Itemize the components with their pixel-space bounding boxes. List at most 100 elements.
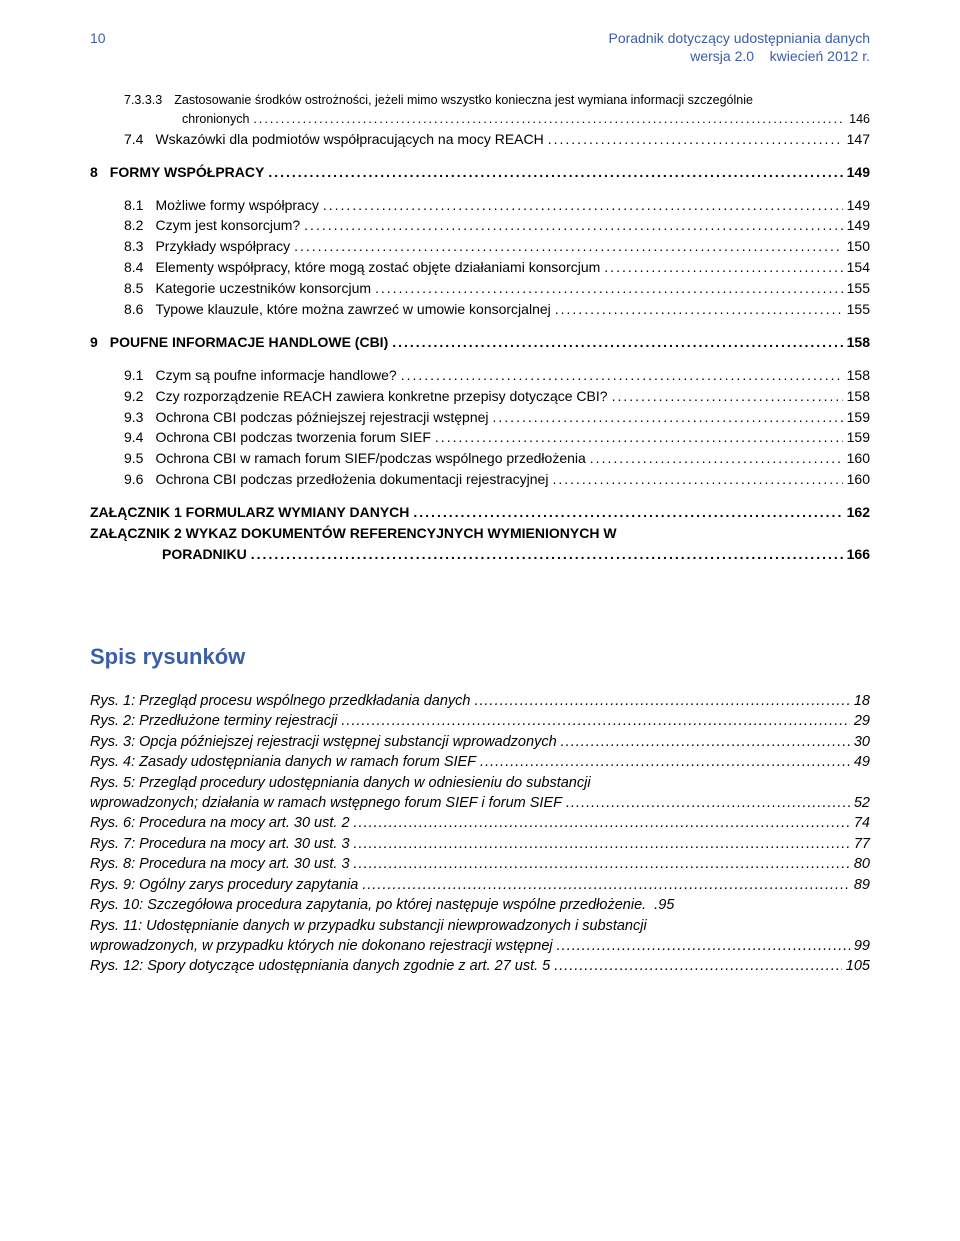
toc-number: 9.1 [90, 366, 155, 385]
toc-entry: 8FORMY WSPÓŁPRACY 149 [90, 163, 870, 182]
table-of-contents: 7.3.3.3Zastosowanie środków ostrożności,… [90, 92, 870, 564]
toc-label: Czym jest konsorcjum? [155, 216, 304, 235]
figure-entry: Rys. 12: Spory dotyczące udostępniania d… [90, 957, 870, 977]
figure-entry: Rys. 10: Szczegółowa procedura zapytania… [90, 896, 870, 916]
toc-entry: 8.6Typowe klauzule, które można zawrzeć … [90, 300, 870, 319]
toc-entry: 9.3Ochrona CBI podczas późniejszej rejes… [90, 408, 870, 427]
toc-page: 149 [843, 163, 870, 182]
toc-page: 158 [843, 366, 870, 385]
toc-leader [555, 300, 843, 319]
toc-label: FORMY WSPÓŁPRACY [110, 163, 269, 182]
toc-leader [548, 130, 843, 149]
toc-label: ZAŁĄCZNIK 1 FORMULARZ WYMIANY DANYCH [90, 503, 413, 522]
toc-entry: 9.2Czy rozporządzenie REACH zawiera konk… [90, 387, 870, 406]
figure-entry: Rys. 7: Procedura na mocy art. 30 ust. 3… [90, 835, 870, 855]
toc-number: 9.2 [90, 387, 155, 406]
toc-number: 8.5 [90, 279, 155, 298]
toc-page: 160 [843, 470, 870, 489]
toc-page: 155 [843, 279, 870, 298]
toc-number: 9.3 [90, 408, 155, 427]
toc-number: 9.5 [90, 449, 155, 468]
toc-label: Elementy współpracy, które mogą zostać o… [155, 258, 604, 277]
toc-label: Typowe klauzule, które można zawrzeć w u… [155, 300, 554, 319]
toc-number: 7.4 [90, 130, 155, 149]
toc-number: 9.6 [90, 470, 155, 489]
toc-entry: ZAŁĄCZNIK 2 WYKAZ DOKUMENTÓW REFERENCYJN… [90, 524, 870, 543]
toc-leader [401, 366, 843, 385]
figure-entry: Rys. 2: Przedłużone terminy rejestracji2… [90, 712, 870, 732]
toc-number: 8.1 [90, 196, 155, 215]
header-subtitle: wersja 2.0 kwiecień 2012 r. [90, 48, 870, 64]
figure-entry: Rys. 8: Procedura na mocy art. 30 ust. 3… [90, 855, 870, 875]
toc-entry: 9.5Ochrona CBI w ramach forum SIEF/podcz… [90, 449, 870, 468]
page-number: 10 [90, 30, 106, 46]
toc-leader [375, 279, 843, 298]
toc-entry: 8.5Kategorie uczestników konsorcjum 155 [90, 279, 870, 298]
figure-entry: Rys. 4: Zasady udostępniania danych w ra… [90, 753, 870, 773]
toc-leader [590, 449, 843, 468]
toc-entry: 7.3.3.3Zastosowanie środków ostrożności,… [90, 92, 870, 109]
toc-page: 149 [843, 196, 870, 215]
toc-label: Czy rozporządzenie REACH zawiera konkret… [155, 387, 611, 406]
toc-page: 154 [843, 258, 870, 277]
toc-entry: chronionych146 [90, 111, 870, 128]
toc-entry: ZAŁĄCZNIK 1 FORMULARZ WYMIANY DANYCH 162 [90, 503, 870, 522]
figures-list: Rys. 1: Przegląd procesu wspólnego przed… [90, 692, 870, 977]
figure-entry: Rys. 11: Udostępnianie danych w przypadk… [90, 917, 870, 937]
figure-entry: Rys. 6: Procedura na mocy art. 30 ust. 2… [90, 814, 870, 834]
toc-page: 159 [843, 408, 870, 427]
toc-page: 150 [843, 237, 870, 256]
toc-leader [552, 470, 842, 489]
toc-number: 8.3 [90, 237, 155, 256]
toc-entry: 9POUFNE INFORMACJE HANDLOWE (CBI) 158 [90, 333, 870, 352]
figure-entry: wprowadzonych, w przypadku których nie d… [90, 937, 870, 957]
toc-label: Ochrona CBI podczas przedłożenia dokumen… [155, 470, 552, 489]
toc-leader [392, 333, 842, 352]
toc-label: Przykłady współpracy [155, 237, 294, 256]
toc-entry: 8.1Możliwe formy współpracy 149 [90, 196, 870, 215]
toc-number: 8.4 [90, 258, 155, 277]
toc-label: Ochrona CBI w ramach forum SIEF/podczas … [155, 449, 589, 468]
header-title: Poradnik dotyczący udostępniania danych [106, 30, 870, 46]
figure-entry: Rys. 9: Ogólny zarys procedury zapytania… [90, 876, 870, 896]
toc-entry: 8.3Przykłady współpracy 150 [90, 237, 870, 256]
toc-number: 9.4 [90, 428, 155, 447]
toc-leader [604, 258, 842, 277]
toc-entry: 9.4Ochrona CBI podczas tworzenia forum S… [90, 428, 870, 447]
toc-entry: 7.4Wskazówki dla podmiotów współpracując… [90, 130, 870, 149]
toc-number: 9 [90, 333, 110, 352]
toc-entry: 9.6Ochrona CBI podczas przedłożenia doku… [90, 470, 870, 489]
toc-leader [294, 237, 843, 256]
toc-leader [413, 503, 842, 522]
toc-leader [612, 387, 843, 406]
toc-page: 159 [843, 428, 870, 447]
toc-label: Wskazówki dla podmiotów współpracujących… [155, 130, 547, 149]
toc-entry: 9.1Czym są poufne informacje handlowe?15… [90, 366, 870, 385]
toc-leader [268, 163, 842, 182]
toc-page: 158 [843, 387, 870, 406]
toc-entry: PORADNIKU166 [90, 545, 870, 564]
toc-page: 155 [843, 300, 870, 319]
toc-page: 158 [843, 333, 870, 352]
figure-entry: Rys. 3: Opcja późniejszej rejestracji ws… [90, 733, 870, 753]
toc-entry: 8.2Czym jest konsorcjum?149 [90, 216, 870, 235]
toc-page: 147 [843, 130, 870, 149]
figures-heading: Spis rysunków [90, 644, 870, 670]
figure-entry: Rys. 1: Przegląd procesu wspólnego przed… [90, 692, 870, 712]
toc-label: Ochrona CBI podczas tworzenia forum SIEF [155, 428, 434, 447]
toc-label: POUFNE INFORMACJE HANDLOWE (CBI) [110, 333, 392, 352]
toc-leader [435, 428, 843, 447]
toc-page: 160 [843, 449, 870, 468]
page-header: 10 Poradnik dotyczący udostępniania dany… [90, 30, 870, 64]
toc-label: Ochrona CBI podczas późniejszej rejestra… [155, 408, 492, 427]
toc-entry: 8.4Elementy współpracy, które mogą zosta… [90, 258, 870, 277]
figure-entry: Rys. 5: Przegląd procedury udostępniania… [90, 774, 870, 794]
toc-leader [493, 408, 843, 427]
toc-number: 8.6 [90, 300, 155, 319]
toc-page: 162 [843, 503, 870, 522]
toc-leader [323, 196, 843, 215]
toc-leader [304, 216, 842, 235]
toc-label: Możliwe formy współpracy [155, 196, 322, 215]
toc-label: Kategorie uczestników konsorcjum [155, 279, 375, 298]
toc-number: 8 [90, 163, 110, 182]
